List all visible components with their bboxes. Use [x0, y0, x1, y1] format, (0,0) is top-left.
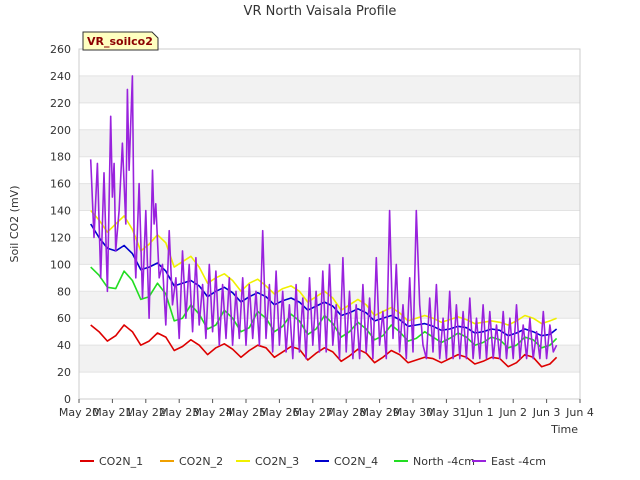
badge-shape: [82, 31, 159, 51]
grid-band: [79, 183, 580, 211]
legend-label: CO2N_1: [99, 455, 143, 468]
x-tick-label: May 22: [126, 406, 166, 419]
chart-badge: VR_soilco2: [82, 31, 159, 51]
plot-area: [79, 49, 580, 399]
series-lines: [89, 75, 558, 368]
plot-background: [79, 49, 580, 399]
plot-frame: [78, 48, 581, 400]
legend-label: North -4cm: [413, 455, 475, 468]
x-tick-label: Jun 1: [465, 406, 494, 419]
y-tick-label: 140: [50, 205, 71, 218]
grid-band: [79, 237, 580, 265]
y-tick-label: 240: [50, 70, 71, 83]
x-tick-label: May 24: [192, 406, 232, 419]
x-tick-label: May 20: [59, 406, 99, 419]
chart-title: VR North Vaisala Profile: [244, 4, 397, 19]
y-tick-label: 120: [50, 231, 71, 244]
y-tick-label: 80: [57, 285, 71, 298]
y-tick-label: 60: [57, 312, 71, 325]
x-tick-label: Jun 4: [565, 406, 594, 419]
x-tick-label: May 30: [393, 406, 433, 419]
x-tick-label: May 26: [259, 406, 299, 419]
x-tick-label: May 21: [92, 406, 132, 419]
y-axis-ticks: 0 20 40 60 80 100 120 140 160 180 200 220 240 260: [50, 43, 71, 406]
y-tick-label: 160: [50, 178, 71, 191]
x-axis-label: Time: [550, 423, 578, 436]
y-tick-label: 100: [50, 258, 71, 271]
x-tick-label: Jun 2: [498, 406, 527, 419]
legend-label: CO2N_2: [179, 455, 223, 468]
legend-label: CO2N_4: [334, 455, 378, 468]
grid-band: [79, 75, 580, 103]
x-tick-label: May 28: [326, 406, 366, 419]
y-tick-label: 220: [50, 97, 71, 110]
badge-label: VR_soilco2: [87, 35, 153, 48]
y-tick-label: 20: [57, 366, 71, 379]
x-tick-label: May 25: [226, 406, 266, 419]
x-tick-label: May 29: [359, 406, 399, 419]
grid-band: [79, 129, 580, 157]
grid-band: [79, 345, 580, 373]
series-line-5: [89, 75, 558, 360]
x-tick-label: May 31: [426, 406, 466, 419]
x-tick-label: Jun 3: [532, 406, 561, 419]
y-tick-label: 180: [50, 151, 71, 164]
legend: CO2N_1 CO2N_2 CO2N_3 CO2N_4 North -4cm East -…: [80, 455, 546, 468]
series-line-0: [90, 324, 558, 368]
y-axis-label: Soil CO2 (mV): [8, 186, 21, 263]
x-tick-label: May 23: [159, 406, 199, 419]
x-tick-label: May 27: [293, 406, 333, 419]
y-tick-label: 40: [57, 339, 71, 352]
legend-label: CO2N_3: [255, 455, 299, 468]
y-tick-label: 200: [50, 124, 71, 137]
legend-label: East -4cm: [491, 455, 546, 468]
y-tick-label: 260: [50, 43, 71, 56]
grid-bands: [79, 48, 580, 400]
y-tick-label: 0: [64, 393, 71, 406]
